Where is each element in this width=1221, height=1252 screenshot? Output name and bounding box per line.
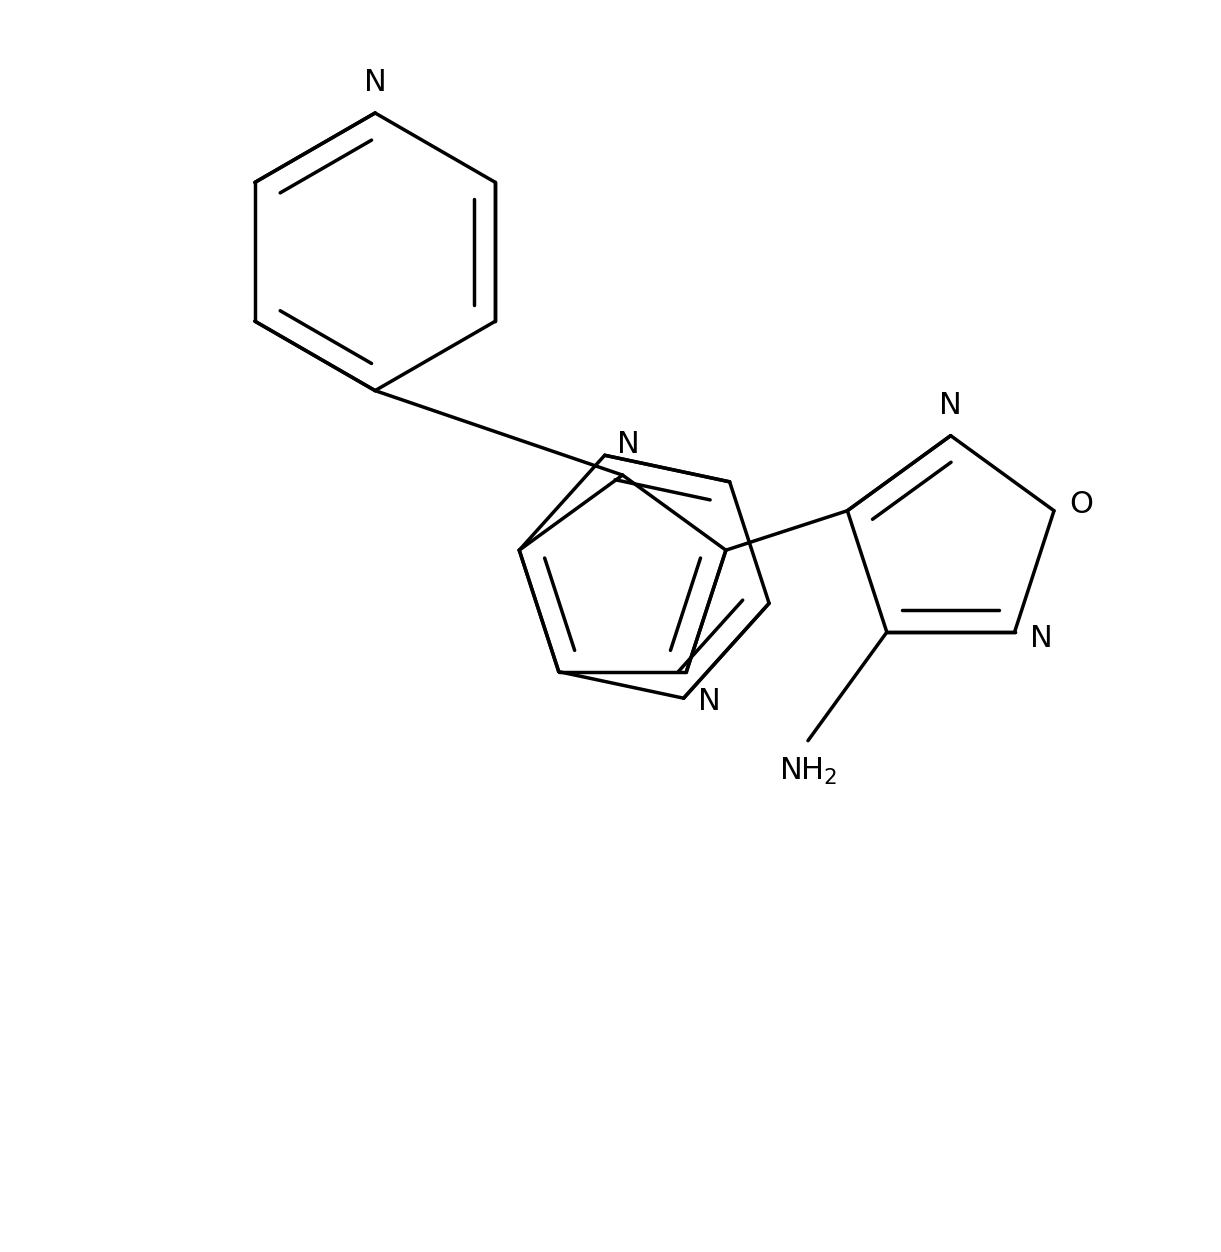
Text: N: N — [618, 431, 640, 459]
Text: N: N — [1031, 623, 1053, 652]
Text: NH$_2$: NH$_2$ — [779, 756, 838, 788]
Text: N: N — [939, 391, 962, 419]
Text: N: N — [698, 687, 722, 716]
Text: N: N — [364, 69, 387, 98]
Text: O: O — [1070, 491, 1094, 520]
